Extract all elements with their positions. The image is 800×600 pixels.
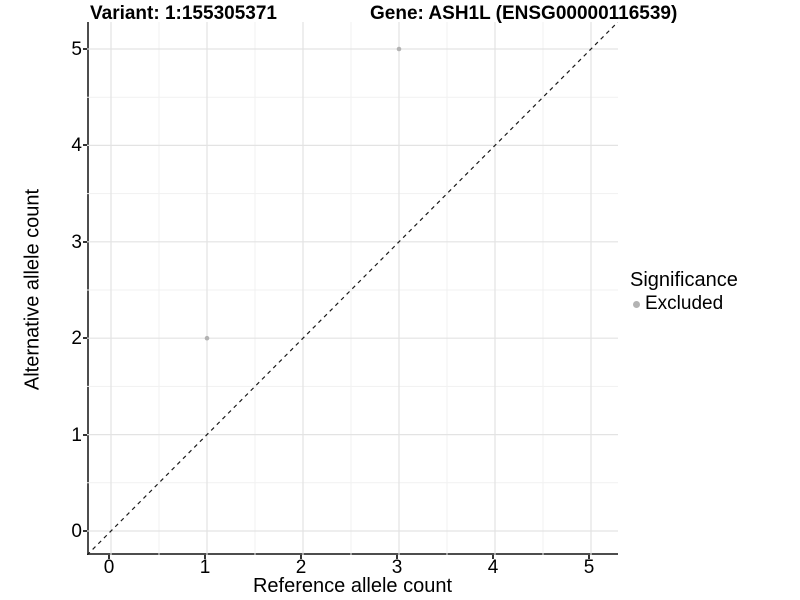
x-tick-mark xyxy=(204,555,206,559)
legend-item-label: Excluded xyxy=(645,293,724,314)
chart-canvas xyxy=(87,22,618,555)
plot-title-variant: Variant: 1:155305371 xyxy=(90,3,277,24)
x-tick-mark xyxy=(588,555,590,559)
y-tick-mark xyxy=(83,240,87,243)
y-tick-label: 2 xyxy=(71,328,82,350)
data-point xyxy=(396,46,402,52)
legend-item: Excluded xyxy=(633,293,738,315)
y-tick-mark xyxy=(83,48,87,50)
x-tick-label: 4 xyxy=(487,557,499,578)
data-point xyxy=(204,335,210,341)
y-tick-label: 3 xyxy=(71,231,82,253)
y-tick-label: 0 xyxy=(71,521,82,542)
y-axis-title: Alternative allele count xyxy=(21,188,44,391)
x-tick-label: 3 xyxy=(391,557,403,578)
y-tick-mark xyxy=(83,433,87,436)
x-tick-mark xyxy=(492,555,494,559)
x-tick-mark xyxy=(396,555,398,559)
plot-title-gene: Gene: ASH1L (ENSG00000116539) xyxy=(370,3,678,24)
y-tick-label: 5 xyxy=(71,39,82,60)
x-tick-mark xyxy=(108,555,110,559)
x-axis-title: Reference allele count xyxy=(252,575,452,597)
legend-point-icon xyxy=(633,300,640,308)
legend-items: Excluded xyxy=(630,293,738,315)
x-tick-mark xyxy=(300,555,302,559)
y-tick-label: 1 xyxy=(71,424,82,446)
identity-line xyxy=(87,22,618,555)
x-tick-label: 0 xyxy=(103,557,115,578)
legend-title: Significance xyxy=(630,269,738,291)
legend: Significance Excluded xyxy=(630,269,738,315)
y-tick-mark xyxy=(83,144,87,147)
x-tick-label: 5 xyxy=(583,557,595,578)
y-tick-label: 4 xyxy=(71,135,82,157)
x-tick-label: 1 xyxy=(199,557,211,578)
plot-panel xyxy=(87,22,618,555)
x-tick-label: 2 xyxy=(295,557,307,578)
y-tick-mark xyxy=(83,337,87,340)
y-tick-mark xyxy=(83,530,87,532)
